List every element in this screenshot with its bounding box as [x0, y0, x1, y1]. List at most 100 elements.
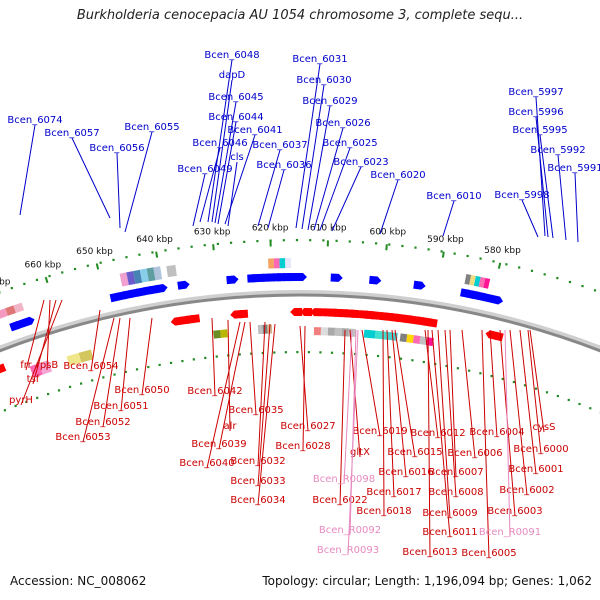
outer-dot-ring — [414, 246, 417, 249]
scale-tick-label: 660 kbp — [25, 261, 62, 271]
leader-line — [574, 172, 579, 243]
scale-tick-label: 600 kbp — [369, 227, 406, 237]
leader-line — [539, 134, 554, 239]
forward-gene-label: Bcen_6057 — [44, 128, 99, 139]
inner-dot-ring — [490, 374, 493, 378]
scale-tick-mark — [95, 263, 100, 270]
forward-feature-block — [483, 277, 491, 289]
reverse-gene-label: Bcen_6004 — [469, 427, 524, 438]
forward-gene-label: cls — [230, 152, 244, 163]
reverse-gene-label: Bcen_6001 — [508, 464, 563, 475]
outer-dot-ring — [256, 240, 259, 243]
forward-gene-label: Bcen_6020 — [370, 170, 425, 181]
leader-line — [521, 199, 539, 238]
leader-line — [449, 329, 457, 478]
reverse-gene-arrow — [0, 363, 7, 374]
reverse-gene-arrow — [310, 308, 323, 317]
scale-tick-label: 640 kbp — [136, 235, 173, 245]
reverse-gene-label: rpsB — [36, 360, 59, 371]
reverse-gene-label: Bcen_6008 — [428, 487, 483, 498]
forward-feature-block — [133, 269, 143, 284]
leader-line — [339, 329, 346, 506]
forward-feature-block — [153, 266, 163, 281]
scale-tick-mark — [44, 276, 49, 284]
leader-line — [386, 329, 395, 498]
forward-gene-label: Bcen_6055 — [124, 122, 179, 133]
leader-line — [319, 147, 351, 231]
forward-gene-label: Bcen_6049 — [177, 164, 232, 175]
outer-dot-ring — [35, 278, 39, 282]
reverse-gene-label: cysS — [533, 422, 556, 433]
leader-line — [141, 317, 153, 396]
inner-dot-ring — [567, 398, 570, 402]
accession-text: Accession: NC_008062 — [10, 574, 147, 588]
leader-line — [116, 152, 121, 229]
reverse-gene-label: Bcen_6054 — [63, 361, 118, 372]
outer-dot-ring — [61, 271, 64, 274]
reverse-gene-label: Bcen_6003 — [487, 506, 542, 517]
outer-dot-ring — [309, 239, 312, 242]
leader-line — [313, 127, 344, 231]
inner-dot-ring — [512, 380, 515, 384]
forward-feature-block — [469, 274, 476, 286]
inner-dot-ring — [3, 409, 6, 412]
outer-dot-ring — [151, 251, 154, 254]
leader-line — [227, 319, 231, 432]
forward-gene-label: Bcen_5995 — [512, 125, 567, 136]
reverse-feature-block — [412, 335, 421, 345]
inner-dot-ring — [192, 358, 195, 361]
inner-dot-ring — [204, 356, 207, 359]
forward-gene-label: Bcen_6044 — [208, 112, 263, 123]
reverse-gene-arrow — [235, 309, 249, 319]
inner-dot-ring — [102, 376, 105, 379]
inner-dot-ring — [158, 363, 161, 366]
outer-dot-ring — [505, 263, 508, 266]
leader-line — [437, 329, 451, 519]
leader-line — [504, 329, 511, 538]
forward-gene-arrow — [295, 273, 307, 281]
forward-gene-label: Bcen_6010 — [426, 191, 481, 202]
leader-line — [427, 329, 431, 558]
forward-gene-label: Bcen_6023 — [333, 157, 388, 168]
outer-dot-ring — [229, 241, 233, 244]
leader-line — [557, 154, 567, 241]
reverse-gene-label: Bcen_6040 — [179, 458, 234, 469]
leader-line — [206, 321, 241, 469]
forward-gene-arrow — [226, 275, 239, 285]
reverse-gene-label: frr — [20, 360, 32, 371]
outer-dot-ring — [23, 282, 26, 286]
reverse-gene-label: Bcen_6032 — [230, 456, 285, 467]
outer-dot-ring — [86, 264, 89, 267]
forward-feature-block — [478, 276, 486, 288]
leader-line — [382, 329, 385, 517]
outer-dot-ring — [581, 284, 584, 288]
inner-dot-ring — [376, 354, 380, 358]
outer-dot-ring — [492, 260, 495, 263]
outer-dot-ring — [518, 266, 521, 269]
forward-feature-block — [464, 274, 472, 285]
outer-dot-ring — [440, 250, 443, 253]
reverse-feature-block — [406, 334, 414, 344]
leader-line — [120, 317, 131, 412]
forward-feature-block — [139, 268, 149, 283]
reverse-feature-block — [313, 327, 322, 336]
outer-dot-ring — [401, 244, 404, 248]
reverse-feature-block — [334, 327, 343, 337]
leader-line — [214, 101, 237, 224]
reverse-feature-block — [66, 352, 82, 367]
leader-line — [442, 200, 455, 237]
forward-gene-label: Bcen_6036 — [256, 160, 311, 171]
outer-dot-ring — [361, 241, 365, 244]
rna-gene-label: Bcen_R0093 — [317, 545, 379, 556]
backbone-shadow — [0, 290, 600, 352]
forward-gene-arrow — [490, 294, 504, 305]
outer-dot-ring — [453, 252, 456, 255]
inner-dot-ring — [479, 372, 482, 375]
reverse-gene-label: Bcen_6006 — [447, 448, 502, 459]
forward-feature-block — [473, 275, 481, 287]
leader-line — [90, 309, 101, 372]
leader-line — [481, 329, 490, 559]
forward-gene-arrow — [21, 316, 35, 327]
reverse-gene-arrow — [425, 318, 438, 328]
